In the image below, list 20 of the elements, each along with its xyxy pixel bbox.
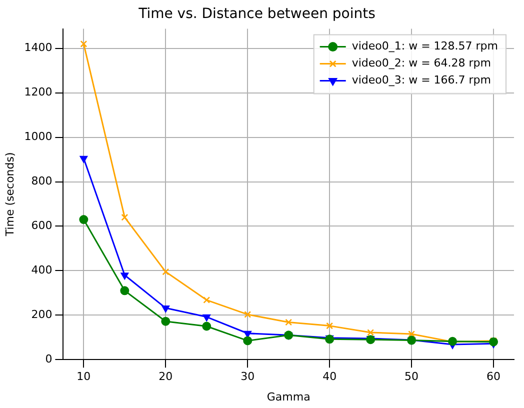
x-tick-label: 50 <box>404 370 419 384</box>
legend-label: video0_1: w = 128.57 rpm <box>352 40 498 53</box>
y-axis-title: Time (seconds) <box>3 152 16 238</box>
y-tick-label: 1000 <box>24 130 52 144</box>
y-tick-label: 1400 <box>24 41 52 54</box>
x-tick-label: 40 <box>322 370 337 384</box>
y-tick-label: 0 <box>45 352 52 366</box>
y-tick-label: 200 <box>31 308 52 321</box>
y-tick-label: 1200 <box>24 86 52 99</box>
x-tick-label: 60 <box>486 370 501 384</box>
y-tick-label: 600 <box>31 219 52 232</box>
chart-title: Time vs. Distance between points <box>138 6 376 22</box>
y-tick-label: 400 <box>31 264 52 277</box>
x-axis-title: Gamma <box>266 390 310 404</box>
legend-label: video0_3: w = 166.7 rpm <box>352 74 492 87</box>
x-tick-label: 20 <box>158 370 173 384</box>
legend-label: video0_2: w = 64.28 rpm <box>352 56 492 70</box>
x-tick-label: 30 <box>240 370 255 384</box>
y-tick-label: 800 <box>31 174 52 188</box>
x-tick-label: 10 <box>76 370 91 384</box>
